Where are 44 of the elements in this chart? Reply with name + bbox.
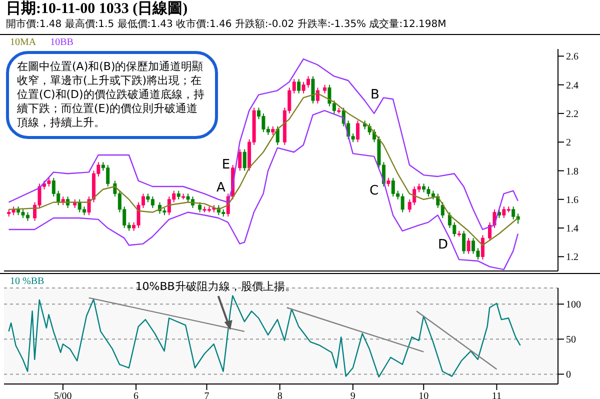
chart-title: 日期:10-11-00 1033 (日線圖) [6, 0, 189, 18]
candlestick [276, 126, 280, 146]
line-series [8, 295, 521, 378]
annotation: E [222, 158, 230, 172]
series-label: 10 %BB [10, 276, 44, 287]
text: 10MA [10, 37, 36, 48]
candlestick [466, 238, 470, 254]
x-tick-label: 9 [350, 391, 356, 399]
candlestick [242, 148, 246, 172]
candlestick [316, 87, 320, 104]
candlestick [311, 76, 315, 104]
y-tick-label: 100 [566, 300, 581, 311]
y-tick-label: 2.6 [566, 52, 578, 63]
x-tick-label: 8 [277, 391, 282, 399]
candlestick [356, 120, 360, 143]
y-tick-label: 1.2 [566, 252, 578, 264]
y-tick-label: 2.4 [566, 80, 578, 92]
annotation: D [438, 238, 448, 252]
annotation: B [370, 88, 380, 102]
candlestick [87, 196, 91, 216]
x-tick-label: 11 [492, 391, 502, 399]
y-tick-label: 2 [566, 138, 571, 149]
y-tick-label: 1.4 [566, 224, 578, 235]
line-series [8, 58, 519, 230]
chart-subtitle: 開市價:1.48 最高價:1.5 最低價:1.43 收市價:1.46 升跌額:-0.02 升跌率:-1.35% 成交量:12.198M [6, 18, 448, 32]
candlestick [297, 78, 301, 94]
annotation: 10%BB升破阻力線，股價上揚。 [135, 280, 296, 294]
candlestick [462, 230, 466, 254]
candlestick [480, 234, 484, 260]
y-tick-label: 50 [566, 334, 576, 346]
annotation: A [216, 180, 226, 196]
y-tick-label: 0 [566, 370, 571, 381]
speech-bubble: 在圖中位置(A)和(B)的保歷加通道明顯收窄，單邊市(上升或下跌)將出現；在位置(C)和(D)的價位跌破通道底線，持續下跌；而位置(E)的價位則升破通道頂線，持續上升。 [6, 51, 218, 139]
x-tick-label: 6 [134, 391, 139, 399]
x-tick-label: 5/00 [54, 391, 72, 399]
y-tick-label: 2.2 [566, 109, 578, 120]
candlestick [488, 222, 492, 242]
candlestick [238, 148, 242, 172]
y-tick-label: 1.8 [566, 166, 578, 178]
annotation: C [369, 184, 379, 198]
text: 10BB [50, 37, 74, 48]
x-tick-label: 7 [204, 391, 210, 399]
y-tick-label: 1.6 [566, 194, 578, 206]
x-tick-label: 10 [418, 391, 429, 399]
